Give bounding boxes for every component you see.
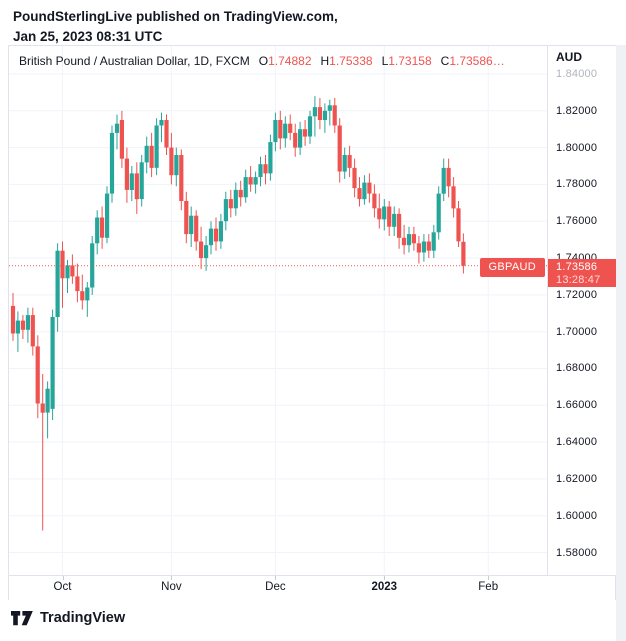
time-axis-tickmark [275, 576, 277, 580]
time-axis-tickmark [171, 576, 173, 580]
price-axis-label: 1.78000 [556, 178, 598, 191]
last-price-value: 1.73586 [556, 260, 598, 273]
price-axis[interactable]: AUD 1.73586 13:28:47 1.84000 1.82000 1.800… [547, 46, 616, 575]
symbol-price-flag-label: GBPAUD [488, 260, 536, 273]
attribution-line1: PoundSterlingLive published on TradingVi… [13, 9, 338, 24]
price-axis-label: 1.66000 [556, 399, 598, 412]
price-axis-label: 1.72000 [556, 288, 598, 301]
ohlc-low: L1.73158 [381, 54, 432, 68]
time-axis-label: Nov [161, 581, 182, 593]
ohlc-close: C1.73586… [440, 54, 505, 68]
axis-currency-label: AUD [556, 50, 582, 64]
last-price-badge: 1.73586 13:28:47 [548, 258, 616, 287]
right-gutter [616, 45, 626, 641]
chart-frame: British Pound / Australian Dollar, 1D, F… [8, 45, 616, 600]
candlestick-plot[interactable] [9, 46, 547, 575]
time-axis-label: Dec [265, 581, 286, 593]
time-axis-tickmark [62, 576, 64, 580]
price-axis-label: 1.64000 [556, 436, 598, 449]
time-axis-tickmark [488, 576, 490, 580]
chart-pane: British Pound / Australian Dollar, 1D, F… [9, 46, 616, 600]
tradingview-logo-icon [11, 610, 33, 625]
price-axis-label: 1.58000 [556, 546, 598, 559]
h-gridlines [9, 73, 547, 553]
candles [10, 96, 466, 531]
ohlc-open: O1.74882 [258, 54, 312, 68]
price-axis-label: 1.62000 [556, 472, 598, 485]
bar-countdown: 13:28:47 [556, 273, 601, 286]
v-gridlines [62, 46, 489, 575]
symbol-price-flag: GBPAUD [479, 257, 545, 277]
time-axis-tickmark [384, 576, 386, 580]
price-axis-label: 1.84000 [556, 67, 598, 80]
price-axis-label: 1.82000 [556, 104, 598, 117]
ohlc-high: H1.75338 [320, 54, 373, 68]
price-axis-label: 1.60000 [556, 509, 598, 522]
attribution-line2: Jan 25, 2023 08:31 UTC [13, 29, 163, 44]
time-axis-label: Feb [478, 581, 499, 593]
tradingview-footer[interactable]: TradingView [11, 610, 125, 626]
price-axis-label: 1.70000 [556, 325, 598, 338]
tradingview-wordmark: TradingView [40, 610, 126, 626]
price-axis-label: 1.80000 [556, 141, 598, 154]
time-axis[interactable]: Oct Nov Dec 2023 Feb [9, 575, 615, 600]
time-axis-label: Oct [53, 581, 72, 593]
chart-legend[interactable]: British Pound / Australian Dollar, 1D, F… [19, 54, 505, 68]
symbol-title[interactable]: British Pound / Australian Dollar, 1D, F… [19, 54, 250, 68]
time-axis-label: 2023 [371, 581, 398, 593]
attribution-header: PoundSterlingLive published on TradingVi… [13, 7, 338, 47]
price-axis-label: 1.76000 [556, 215, 598, 228]
price-axis-label: 1.68000 [556, 362, 598, 375]
